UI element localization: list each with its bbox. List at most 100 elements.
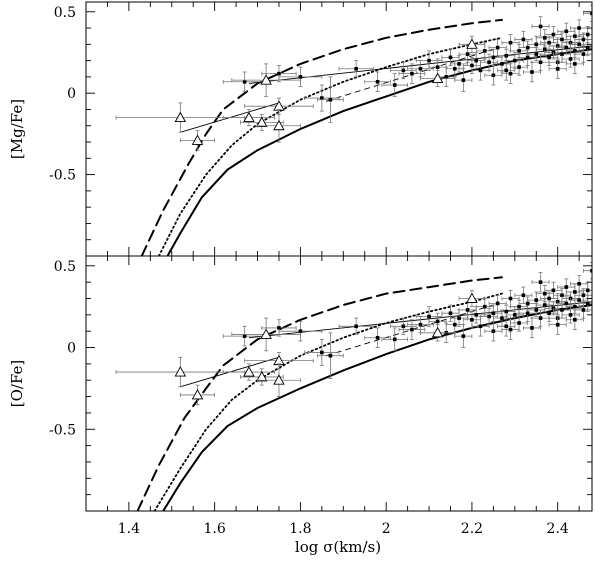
data-point-marker (452, 322, 457, 327)
data-point (454, 324, 473, 348)
x-tick-label: 1.4 (118, 521, 140, 537)
data-point-marker (495, 45, 500, 50)
data-point (501, 34, 520, 52)
y-tick-label: 0 (67, 341, 76, 357)
data-point (261, 319, 297, 337)
triangle-marker (243, 366, 255, 377)
data-point-marker (508, 296, 513, 301)
data-point-marker (577, 298, 581, 302)
data-point-marker (392, 337, 397, 342)
x-axis-title: log σ(km/s) (295, 538, 381, 556)
data-point-marker (538, 24, 543, 29)
data-point-marker (513, 58, 517, 63)
triangle-marker (260, 328, 272, 339)
triangle-point (458, 35, 486, 53)
data-point (381, 73, 409, 97)
x-tick-label: 1.6 (204, 521, 226, 537)
data-point-marker (534, 42, 539, 47)
data-point-marker (530, 326, 534, 330)
data-point (501, 319, 520, 340)
y-tick-label: -0.5 (49, 168, 76, 184)
data-point-marker (435, 65, 440, 69)
data-point (480, 307, 499, 326)
data-point-marker (560, 293, 564, 298)
data-point-marker (427, 58, 431, 63)
data-point-marker (573, 304, 577, 309)
data-point-marker (530, 70, 534, 74)
data-point (497, 304, 516, 319)
data-point-marker (448, 311, 453, 316)
data-point-marker (538, 316, 543, 320)
x-tick-label: 2 (382, 521, 391, 537)
fit-line (325, 48, 494, 102)
triangle-point (179, 130, 216, 151)
triangle-marker (273, 100, 285, 111)
data-point-marker (491, 311, 496, 316)
data-point-marker (564, 29, 569, 34)
triangle-marker (174, 111, 187, 123)
data-point (484, 65, 503, 86)
data-point (364, 327, 391, 348)
data-point-marker (555, 322, 560, 327)
y-axis-title: [Mg/Fe] (8, 99, 26, 159)
data-point (565, 309, 584, 330)
data-point-marker (577, 26, 581, 30)
data-point (484, 320, 503, 342)
data-point-marker (577, 42, 581, 47)
data-point (578, 281, 592, 299)
data-point-marker (585, 45, 590, 50)
data-point (561, 50, 580, 68)
data-point-marker (585, 288, 590, 293)
y-tick-label: 0.5 (54, 259, 76, 275)
data-point-marker (474, 58, 479, 63)
data-point-marker (543, 47, 547, 52)
data-point-marker (418, 66, 423, 71)
data-point-marker (538, 280, 543, 284)
data-point-marker (487, 314, 491, 319)
data-point-marker (573, 290, 577, 294)
data-point-marker (392, 83, 397, 87)
data-point-marker (448, 55, 453, 60)
triangle-point (257, 363, 301, 397)
data-point-marker (517, 49, 521, 53)
data-point-marker (517, 304, 521, 309)
data-point (583, 4, 592, 22)
triangle-point (239, 368, 284, 386)
data-point-marker (470, 63, 474, 68)
data-point-marker (573, 317, 577, 322)
data-point-marker (482, 304, 487, 309)
data-point-marker (354, 324, 358, 329)
data-point-marker (328, 353, 333, 358)
data-point-marker (465, 52, 470, 56)
data-point-marker (298, 75, 303, 79)
panel-frame (85, 1, 593, 257)
triangle-point (458, 289, 486, 308)
data-point-marker (555, 66, 560, 71)
data-point-marker (482, 49, 487, 53)
data-point-marker (277, 71, 281, 76)
triangle-marker (273, 119, 285, 131)
model-curve-dotted (153, 292, 503, 511)
data-point-marker (585, 32, 590, 37)
triangle-marker (273, 354, 285, 366)
data-point (514, 286, 533, 304)
plot-area (115, 4, 592, 256)
data-point (338, 317, 374, 335)
data-point-marker (568, 57, 573, 61)
model-curve-solid-thick (166, 48, 592, 256)
x-tick-label: 1.8 (289, 521, 311, 537)
triangle-point (222, 363, 276, 381)
data-point (522, 317, 541, 339)
data-point (548, 314, 567, 335)
data-point-marker (277, 326, 281, 330)
data-point-marker (401, 324, 406, 329)
data-point-marker (525, 45, 530, 50)
data-point (222, 325, 267, 347)
data-point (548, 58, 567, 79)
x-tick-label: 2.4 (547, 521, 569, 537)
data-point (514, 30, 533, 48)
data-point-marker (573, 34, 577, 38)
data-point (381, 327, 409, 352)
model-curve-dashed-long (140, 18, 503, 256)
